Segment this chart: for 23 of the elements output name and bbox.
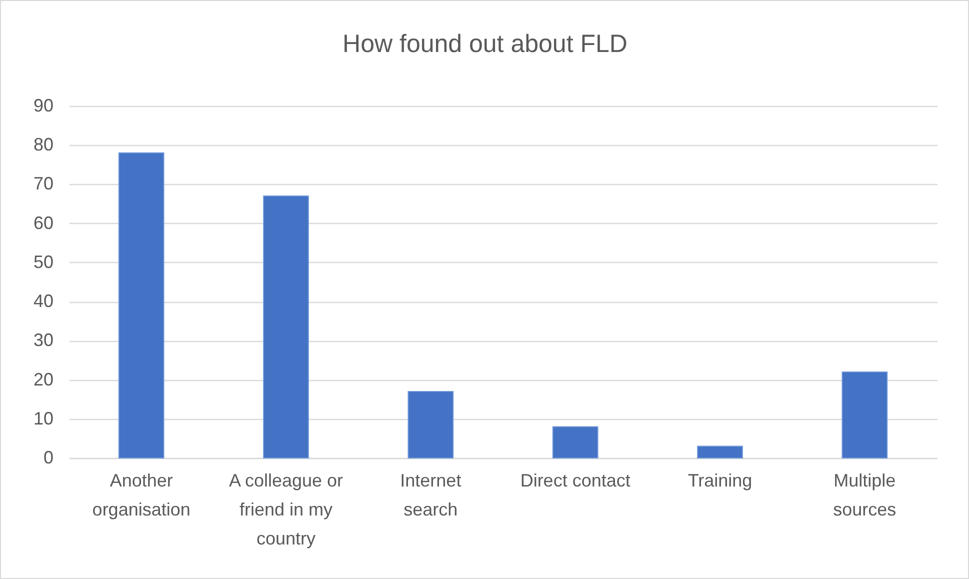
y-tick-label: 40 [33,291,54,312]
x-tick-label: Internet search [400,470,462,520]
y-tick-label: 20 [33,369,54,390]
bar [263,195,309,458]
y-tick-label: 30 [33,330,54,350]
y-tick-label: 70 [33,174,54,194]
bar [552,426,598,458]
x-tick-label: Multiple sources [833,470,896,520]
y-tick-label: 10 [33,408,54,428]
y-tick-label: 80 [33,134,54,155]
bar [408,391,454,458]
y-tick-label: 60 [33,212,54,233]
x-tick-label: A colleague or friend in my country [228,470,344,548]
y-tick-label: 90 [33,96,54,116]
x-tick-label: Training [688,470,752,490]
x-tick-label: Another organisation [92,470,190,520]
x-tick-label: Direct contact [520,470,630,490]
y-tick-label: 50 [33,252,54,272]
y-tick-label: 0 [43,448,54,468]
bar [697,446,743,458]
bar [118,152,164,458]
chart-title: How found out about FLD [342,30,628,58]
bar [842,371,888,458]
